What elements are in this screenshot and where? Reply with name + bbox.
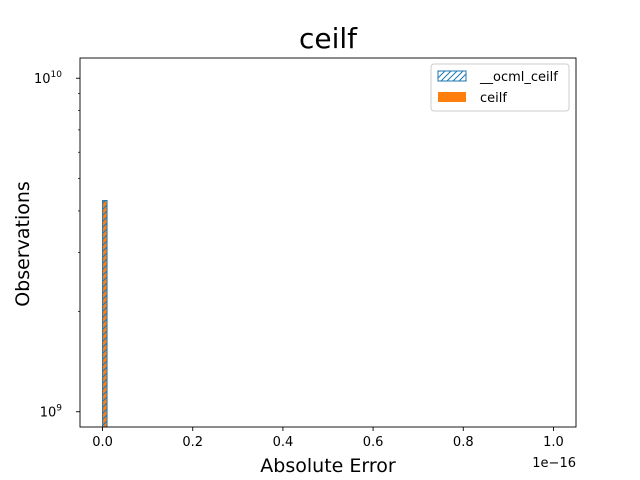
x-tick-label: 0.8	[453, 435, 474, 450]
legend-swatch-ceilf	[438, 92, 466, 102]
y-tick-label: 109	[40, 404, 63, 421]
x-tick-label: 0.4	[273, 435, 294, 450]
chart-title: ceilf	[299, 22, 358, 55]
y-axis-label: Observations	[12, 181, 34, 307]
x-offset-label: 1e−16	[532, 456, 576, 471]
plot-area: 0.0 0.2 0.4 0.6 0.8 1.0 109 1010 __ocml_ceilfcei…	[34, 57, 577, 450]
x-axis-label: Absolute Error	[260, 455, 396, 477]
legend-swatch-__ocml_ceilf	[437, 70, 467, 82]
x-tick-label: 0.6	[363, 435, 384, 450]
bar-__ocml_ceilf	[102, 199, 108, 428]
x-tick-label: 0.0	[92, 435, 113, 450]
x-tick-label: 0.2	[182, 435, 203, 450]
legend-label-ceilf: ceilf	[480, 91, 507, 106]
y-tick-label: 1010	[34, 70, 62, 87]
axes-frame	[79, 57, 577, 428]
x-tick-label: 1.0	[543, 435, 564, 450]
legend-label-__ocml_ceilf: __ocml_ceilf	[479, 70, 558, 85]
